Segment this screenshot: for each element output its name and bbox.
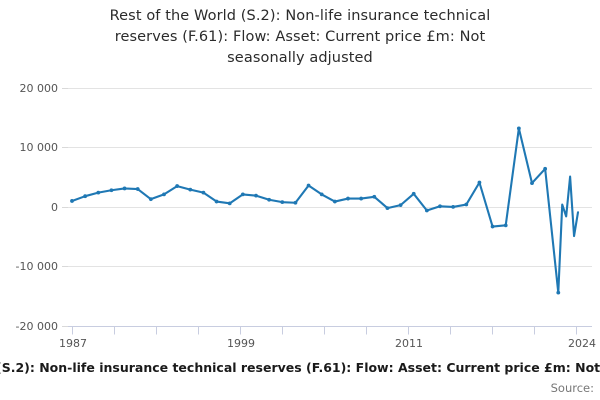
data-point — [503, 223, 508, 228]
data-point — [201, 190, 206, 195]
data-point — [280, 200, 285, 205]
x-tick-label-2011: 2011 — [395, 337, 423, 350]
data-point — [240, 192, 245, 197]
data-point — [162, 192, 166, 197]
y-tick-label-10000: 10 000 — [19, 141, 59, 154]
x-axis-ticks — [72, 326, 577, 335]
data-point — [411, 191, 416, 196]
data-point — [530, 181, 534, 186]
data-point — [214, 199, 219, 204]
y-tick-label-20000: 20 000 — [19, 82, 59, 95]
y-tick-label-neg10000: -10 000 — [15, 260, 58, 273]
data-point — [175, 184, 180, 188]
data-point — [543, 166, 548, 171]
data-point — [346, 196, 350, 201]
data-point — [319, 192, 324, 197]
data-series-markers — [70, 126, 561, 295]
source-label: Source: — [550, 381, 594, 395]
data-point — [122, 186, 127, 191]
data-point — [464, 202, 469, 207]
data-point — [451, 205, 456, 209]
x-tick-label-2024: 2024 — [568, 337, 596, 350]
data-point — [293, 200, 298, 205]
x-tick-label-1987: 1987 — [59, 337, 87, 350]
chart-title-line-2: reserves (F.61): Flow: Asset: Current pr… — [114, 29, 486, 45]
data-point — [267, 197, 272, 202]
data-point — [188, 187, 193, 192]
chart-title: Rest of the World (S.2): Non-life insura… — [0, 6, 600, 69]
data-point — [332, 199, 337, 204]
y-tick-label-0: 0 — [51, 201, 58, 214]
data-point — [148, 197, 153, 202]
data-series-line — [70, 127, 580, 294]
data-point — [96, 190, 101, 195]
data-point — [227, 201, 232, 206]
gridlines — [68, 88, 592, 267]
data-point — [490, 224, 495, 229]
y-tick-label-neg20000: -20 000 — [15, 320, 58, 333]
data-point — [372, 194, 377, 199]
data-point — [306, 183, 311, 188]
data-point — [398, 203, 403, 208]
data-point — [556, 290, 561, 295]
data-point — [516, 126, 521, 131]
chart-title-line-1: Rest of the World (S.2): Non-life insura… — [109, 8, 491, 24]
x-tick-label-1999: 1999 — [227, 337, 255, 350]
data-point — [135, 187, 140, 191]
y-axis-ticks — [62, 88, 68, 327]
data-point — [83, 194, 88, 199]
data-point — [70, 199, 74, 203]
data-point — [438, 204, 442, 209]
data-point — [254, 193, 258, 198]
data-point — [424, 208, 429, 213]
data-point — [109, 188, 114, 193]
data-point — [385, 206, 390, 210]
chart-title-line-3: seasonally adjusted — [227, 50, 373, 66]
data-point — [477, 180, 482, 185]
data-point — [359, 196, 364, 201]
footer-note: (S.2): Non-life insurance technical rese… — [0, 360, 600, 375]
